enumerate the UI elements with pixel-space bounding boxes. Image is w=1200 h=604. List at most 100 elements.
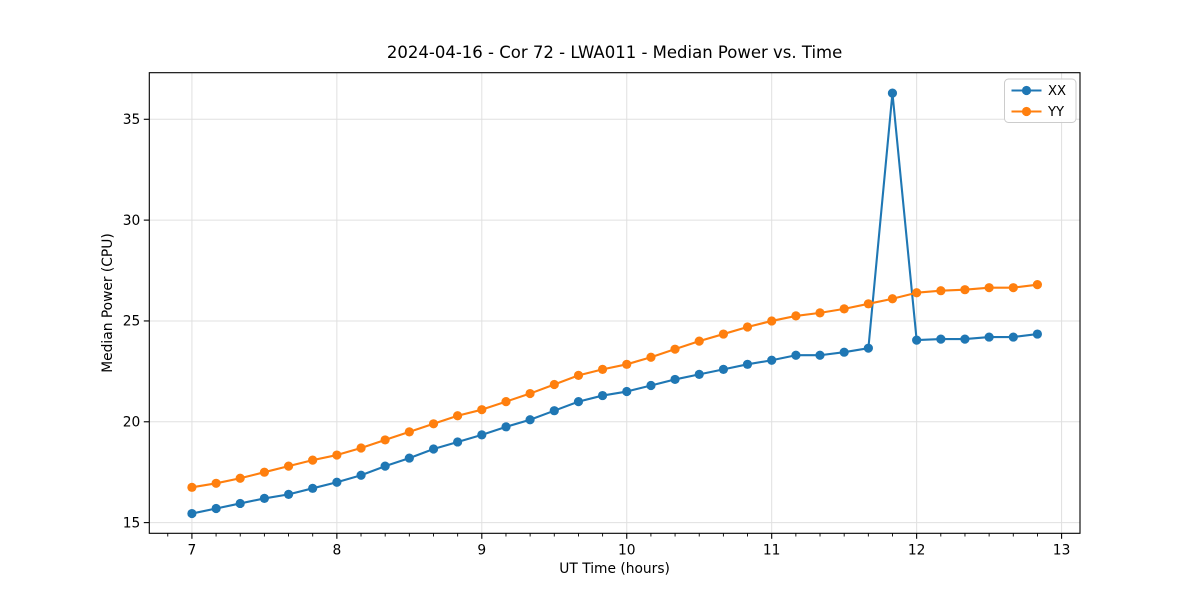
x-tick-label: 13 <box>1053 542 1071 558</box>
data-point-YY <box>863 299 873 309</box>
data-point-YY <box>501 397 511 407</box>
data-point-YY <box>428 419 439 429</box>
data-point-XX <box>259 493 269 504</box>
data-point-XX <box>380 461 390 471</box>
series-line-YY <box>190 283 1039 489</box>
y-tick-label: 30 <box>123 213 141 229</box>
data-point-XX <box>767 355 777 365</box>
data-point-YY <box>791 311 801 321</box>
data-point-XX <box>501 422 511 432</box>
y-tick-label: 15 <box>123 515 141 531</box>
data-point-XX <box>622 386 632 397</box>
data-point-YY <box>960 285 970 295</box>
data-point-YY <box>259 467 269 477</box>
data-point-XX <box>863 343 873 353</box>
x-tick-label: 12 <box>908 542 926 558</box>
data-point-YY <box>887 294 898 304</box>
data-point-XX <box>718 364 729 374</box>
data-point-XX <box>453 437 463 447</box>
data-point-XX <box>960 334 970 344</box>
data-point-XX <box>839 347 849 357</box>
data-point-XX <box>912 335 922 345</box>
data-point-XX <box>187 508 197 519</box>
y-tick-label: 35 <box>123 112 141 128</box>
data-point-YY <box>839 304 849 314</box>
x-tick-label: 7 <box>188 542 197 558</box>
chart-series <box>187 88 1042 519</box>
chart-legend: XX YY <box>1004 78 1077 123</box>
plot-border <box>148 72 1081 534</box>
y-tick-label: 20 <box>123 415 141 431</box>
data-point-YY <box>308 455 318 465</box>
data-point-YY <box>404 427 414 437</box>
data-point-YY <box>912 288 922 298</box>
data-point-XX <box>283 489 294 499</box>
data-point-XX <box>791 350 801 360</box>
legend-marker-YY <box>1021 106 1032 117</box>
data-point-XX <box>235 498 245 509</box>
chart-title: 2024-04-16 - Cor 72 - LWA011 - Median Po… <box>387 43 842 62</box>
chart-axes: 7 8 9 10 11 12 13 15 20 25 30 35 <box>123 72 1081 558</box>
data-point-XX <box>332 477 342 487</box>
data-point-XX <box>815 350 825 360</box>
data-point-XX <box>646 380 656 391</box>
data-point-YY <box>742 322 753 332</box>
data-point-XX <box>211 503 221 514</box>
data-point-YY <box>670 344 680 354</box>
data-point-YY <box>597 364 608 374</box>
data-point-YY <box>380 435 390 445</box>
data-point-XX <box>428 444 439 454</box>
data-point-YY <box>936 286 946 296</box>
data-point-XX <box>1008 332 1018 342</box>
data-point-YY <box>283 461 294 471</box>
data-point-XX <box>597 390 608 401</box>
series-line-XX <box>190 92 1039 515</box>
data-point-YY <box>187 482 197 492</box>
data-point-YY <box>694 336 704 346</box>
data-point-YY <box>767 316 777 326</box>
data-point-YY <box>815 308 825 318</box>
data-point-XX <box>525 415 535 425</box>
x-tick-label: 8 <box>332 542 341 558</box>
x-tick-label: 10 <box>618 542 636 558</box>
data-point-YY <box>453 411 463 421</box>
legend-label-YY: YY <box>1047 105 1065 120</box>
data-point-XX <box>694 369 704 379</box>
data-point-YY <box>1032 280 1042 290</box>
data-point-YY <box>573 370 584 380</box>
legend-label-XX: XX <box>1048 84 1066 99</box>
data-point-XX <box>936 334 946 344</box>
x-tick-label: 9 <box>477 542 486 558</box>
x-axis-label: UT Time (hours) <box>559 561 670 577</box>
x-tick-label: 11 <box>763 542 781 558</box>
data-point-XX <box>573 397 584 407</box>
data-point-XX <box>1032 329 1042 339</box>
data-point-XX <box>887 88 898 98</box>
data-point-YY <box>1008 283 1018 293</box>
chart-grid <box>149 72 1080 534</box>
data-point-YY <box>332 450 342 460</box>
data-point-XX <box>477 430 487 440</box>
data-point-YY <box>622 359 632 369</box>
data-point-XX <box>984 332 994 342</box>
data-point-XX <box>308 483 318 493</box>
data-point-YY <box>477 405 487 415</box>
legend-marker-XX <box>1021 85 1032 96</box>
data-point-XX <box>356 470 366 480</box>
data-point-XX <box>742 359 753 369</box>
data-point-YY <box>356 443 366 453</box>
data-point-YY <box>984 283 994 293</box>
data-point-XX <box>404 453 414 463</box>
data-point-YY <box>235 473 245 483</box>
y-axis-label: Median Power (CPU) <box>100 233 116 373</box>
data-point-YY <box>211 478 221 488</box>
data-point-XX <box>670 374 680 385</box>
data-point-YY <box>525 388 535 399</box>
y-tick-label: 25 <box>123 314 141 330</box>
data-point-YY <box>646 352 656 362</box>
data-point-YY <box>549 379 559 390</box>
data-point-XX <box>549 406 559 416</box>
data-point-YY <box>718 329 729 339</box>
